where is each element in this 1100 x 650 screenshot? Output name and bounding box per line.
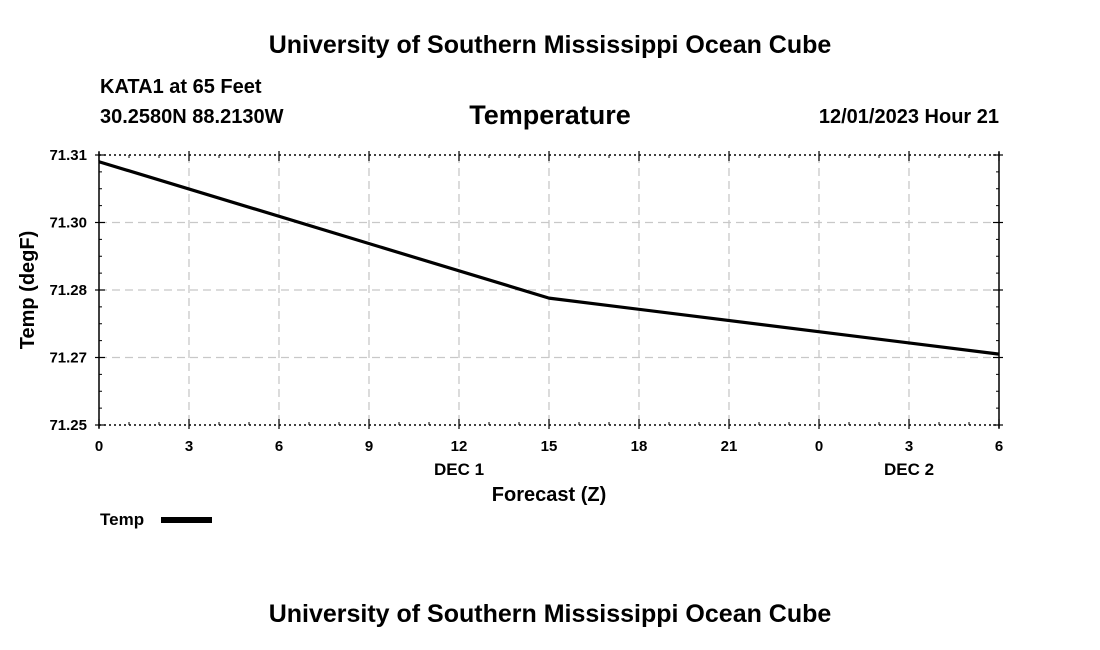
y-tick-label: 71.25 (49, 417, 87, 434)
legend-label-temp: Temp (100, 510, 145, 529)
x-axis-label: Forecast (Z) (492, 484, 606, 506)
x-tick-label: 6 (995, 438, 1003, 455)
x-day-label: DEC 2 (884, 460, 934, 479)
x-tick-label: 3 (905, 438, 913, 455)
page-title-bottom: University of Southern Mississippi Ocean… (268, 600, 832, 628)
x-tick-label: 3 (185, 438, 193, 455)
forecast-datetime: 12/01/2023 Hour 21 (818, 106, 999, 128)
x-tick-label: 18 (631, 438, 648, 455)
series-line-temp (98, 160, 1000, 356)
x-tick-label: 9 (365, 438, 373, 455)
y-tick-label: 71.27 (49, 350, 87, 367)
x-tick-label: 21 (721, 438, 738, 455)
y-tick-label: 71.31 (49, 147, 87, 164)
y-axis-label: Temp (degF) (17, 231, 39, 350)
x-tick-label: 0 (815, 438, 823, 455)
page-title-top: University of Southern Mississippi Ocean… (268, 31, 832, 59)
x-tick-label: 0 (95, 438, 103, 455)
legend-line-temp (161, 517, 212, 523)
station-label: KATA1 at 65 Feet (100, 76, 262, 98)
station-coords: 30.2580N 88.2130W (100, 106, 284, 128)
y-tick-label: 71.30 (49, 215, 87, 232)
y-tick-label: 71.28 (49, 282, 87, 299)
chart-title: Temperature (469, 100, 631, 130)
x-day-label: DEC 1 (434, 460, 484, 479)
x-tick-label: 15 (541, 438, 558, 455)
x-tick-label: 6 (275, 438, 283, 455)
x-tick-label: 12 (451, 438, 468, 455)
